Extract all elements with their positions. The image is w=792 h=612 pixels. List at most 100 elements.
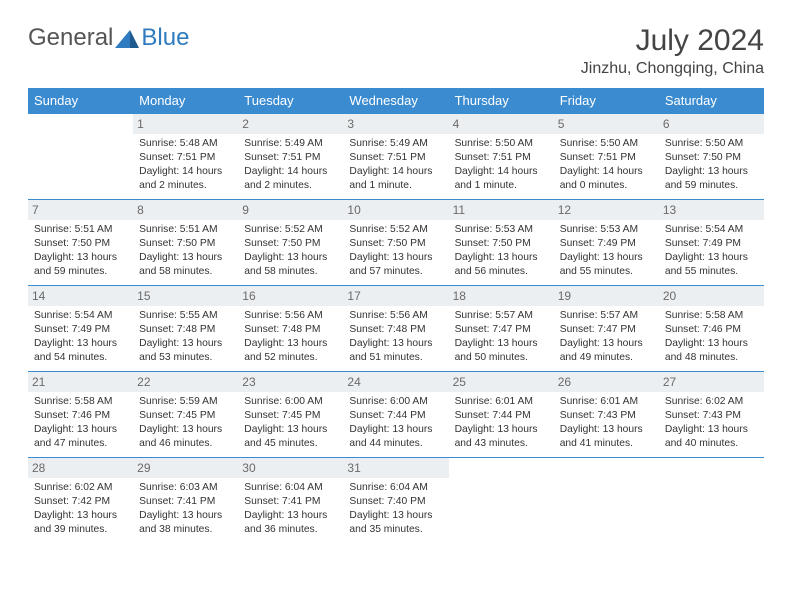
calendar-day-cell: 4Sunrise: 5:50 AMSunset: 7:51 PMDaylight… bbox=[449, 114, 554, 200]
daylight-line: Daylight: 13 hours and 36 minutes. bbox=[244, 509, 337, 537]
day-number: 4 bbox=[449, 114, 554, 134]
sunrise-line: Sunrise: 5:56 AM bbox=[349, 309, 442, 323]
calendar-table: SundayMondayTuesdayWednesdayThursdayFrid… bbox=[28, 88, 764, 544]
day-number: 24 bbox=[343, 372, 448, 392]
sunset-line: Sunset: 7:51 PM bbox=[560, 151, 653, 165]
day-number: 9 bbox=[238, 200, 343, 220]
daylight-line: Daylight: 13 hours and 38 minutes. bbox=[139, 509, 232, 537]
calendar-day-cell: 11Sunrise: 5:53 AMSunset: 7:50 PMDayligh… bbox=[449, 200, 554, 286]
daylight-line: Daylight: 13 hours and 57 minutes. bbox=[349, 251, 442, 279]
logo-triangle-icon bbox=[115, 28, 139, 48]
sunset-line: Sunset: 7:47 PM bbox=[455, 323, 548, 337]
daylight-line: Daylight: 13 hours and 41 minutes. bbox=[560, 423, 653, 451]
daylight-line: Daylight: 13 hours and 40 minutes. bbox=[665, 423, 758, 451]
calendar-day-cell: 20Sunrise: 5:58 AMSunset: 7:46 PMDayligh… bbox=[659, 286, 764, 372]
sunset-line: Sunset: 7:51 PM bbox=[455, 151, 548, 165]
daylight-line: Daylight: 13 hours and 45 minutes. bbox=[244, 423, 337, 451]
sunrise-line: Sunrise: 5:54 AM bbox=[665, 223, 758, 237]
day-number: 19 bbox=[554, 286, 659, 306]
sunset-line: Sunset: 7:50 PM bbox=[34, 237, 127, 251]
daylight-line: Daylight: 13 hours and 54 minutes. bbox=[34, 337, 127, 365]
daylight-line: Daylight: 13 hours and 53 minutes. bbox=[139, 337, 232, 365]
day-number: 26 bbox=[554, 372, 659, 392]
sunrise-line: Sunrise: 5:59 AM bbox=[139, 395, 232, 409]
daylight-line: Daylight: 13 hours and 43 minutes. bbox=[455, 423, 548, 451]
calendar-day-cell: 28Sunrise: 6:02 AMSunset: 7:42 PMDayligh… bbox=[28, 458, 133, 544]
calendar-day-cell: 18Sunrise: 5:57 AMSunset: 7:47 PMDayligh… bbox=[449, 286, 554, 372]
day-number: 2 bbox=[238, 114, 343, 134]
sunset-line: Sunset: 7:51 PM bbox=[349, 151, 442, 165]
sunset-line: Sunset: 7:50 PM bbox=[244, 237, 337, 251]
calendar-week-row: 21Sunrise: 5:58 AMSunset: 7:46 PMDayligh… bbox=[28, 372, 764, 458]
sunrise-line: Sunrise: 6:01 AM bbox=[560, 395, 653, 409]
day-number: 22 bbox=[133, 372, 238, 392]
daylight-line: Daylight: 14 hours and 1 minute. bbox=[349, 165, 442, 193]
sunset-line: Sunset: 7:43 PM bbox=[560, 409, 653, 423]
sunrise-line: Sunrise: 5:49 AM bbox=[244, 137, 337, 151]
sunset-line: Sunset: 7:51 PM bbox=[139, 151, 232, 165]
calendar-day-cell: 21Sunrise: 5:58 AMSunset: 7:46 PMDayligh… bbox=[28, 372, 133, 458]
sunrise-line: Sunrise: 5:50 AM bbox=[455, 137, 548, 151]
day-number: 13 bbox=[659, 200, 764, 220]
daylight-line: Daylight: 14 hours and 2 minutes. bbox=[139, 165, 232, 193]
daylight-line: Daylight: 13 hours and 59 minutes. bbox=[665, 165, 758, 193]
sunrise-line: Sunrise: 6:04 AM bbox=[349, 481, 442, 495]
day-number: 14 bbox=[28, 286, 133, 306]
day-number: 7 bbox=[28, 200, 133, 220]
calendar-day-cell: 15Sunrise: 5:55 AMSunset: 7:48 PMDayligh… bbox=[133, 286, 238, 372]
calendar-week-row: 7 Sunrise: 5:51 AM Sunset: 7:50 PM Daylight… bbox=[28, 200, 764, 286]
sunrise-line: Sunrise: 5:51 AM bbox=[139, 223, 232, 237]
sunrise-line: Sunrise: 5:48 AM bbox=[139, 137, 232, 151]
daylight-line: Daylight: 13 hours and 49 minutes. bbox=[560, 337, 653, 365]
day-number: 10 bbox=[343, 200, 448, 220]
calendar-day-cell bbox=[659, 458, 764, 544]
logo-text-general: General bbox=[28, 24, 113, 52]
daylight-line: Daylight: 14 hours and 0 minutes. bbox=[560, 165, 653, 193]
sunset-line: Sunset: 7:50 PM bbox=[455, 237, 548, 251]
sunrise-line: Sunrise: 6:03 AM bbox=[139, 481, 232, 495]
day-number: 12 bbox=[554, 200, 659, 220]
sunset-line: Sunset: 7:45 PM bbox=[244, 409, 337, 423]
calendar-day-cell bbox=[554, 458, 659, 544]
calendar-day-cell: 7Sunrise: 5:51 AMSunset: 7:50 PMDaylight… bbox=[28, 200, 133, 286]
sunrise-line: Sunrise: 5:58 AM bbox=[665, 309, 758, 323]
day-number: 8 bbox=[133, 200, 238, 220]
calendar-day-cell: 19 Sunrise: 5:57 AMSunset: 7:47 PMDayligh… bbox=[554, 286, 659, 372]
day-number: 17 bbox=[343, 286, 448, 306]
day-number: 28 bbox=[28, 458, 133, 478]
calendar-week-row: 14Sunrise: 5:54 AMSunset: 7:49 PMDayligh… bbox=[28, 286, 764, 372]
sunrise-line: Sunrise: 6:01 AM bbox=[455, 395, 548, 409]
sunset-line: Sunset: 7:49 PM bbox=[665, 237, 758, 251]
sunset-line: Sunset: 7:41 PM bbox=[139, 495, 232, 509]
daylight-line: Daylight: 13 hours and 58 minutes. bbox=[139, 251, 232, 279]
sunset-line: Sunset: 7:51 PM bbox=[244, 151, 337, 165]
calendar-day-cell: 10Sunrise: 5:52 AMSunset: 7:50 PMDayligh… bbox=[343, 200, 448, 286]
calendar-day-cell: 27Sunrise: 6:02 AMSunset: 7:43 PMDayligh… bbox=[659, 372, 764, 458]
sunset-line: Sunset: 7:49 PM bbox=[560, 237, 653, 251]
location-text: Jinzhu, Chongqing, China bbox=[581, 60, 764, 78]
calendar-day-cell: 23Sunrise: 6:00 AMSunset: 7:45 PMDayligh… bbox=[238, 372, 343, 458]
daylight-line: Daylight: 13 hours and 51 minutes. bbox=[349, 337, 442, 365]
sunrise-line: Sunrise: 5:56 AM bbox=[244, 309, 337, 323]
title-block: July 2024 Jinzhu, Chongqing, China bbox=[581, 24, 764, 78]
day-number: 25 bbox=[449, 372, 554, 392]
sunrise-line: Sunrise: 5:49 AM bbox=[349, 137, 442, 151]
month-title: July 2024 bbox=[581, 24, 764, 58]
sunset-line: Sunset: 7:46 PM bbox=[34, 409, 127, 423]
calendar-day-cell: 16Sunrise: 5:56 AMSunset: 7:48 PMDayligh… bbox=[238, 286, 343, 372]
sunset-line: Sunset: 7:47 PM bbox=[560, 323, 653, 337]
day-number: 23 bbox=[238, 372, 343, 392]
calendar-day-cell: 17Sunrise: 5:56 AMSunset: 7:48 PMDayligh… bbox=[343, 286, 448, 372]
calendar-week-row: 28Sunrise: 6:02 AMSunset: 7:42 PMDayligh… bbox=[28, 458, 764, 544]
weekday-header: Sunday bbox=[28, 88, 133, 114]
calendar-day-cell: 29Sunrise: 6:03 AMSunset: 7:41 PMDayligh… bbox=[133, 458, 238, 544]
daylight-line: Daylight: 13 hours and 44 minutes. bbox=[349, 423, 442, 451]
day-number: 6 bbox=[659, 114, 764, 134]
logo-text-blue: Blue bbox=[141, 24, 189, 52]
calendar-day-cell: 22Sunrise: 5:59 AMSunset: 7:45 PMDayligh… bbox=[133, 372, 238, 458]
sunrise-line: Sunrise: 5:55 AM bbox=[139, 309, 232, 323]
calendar-day-cell: 1Sunrise: 5:48 AMSunset: 7:51 PMDaylight… bbox=[133, 114, 238, 200]
sunrise-line: Sunrise: 5:53 AM bbox=[455, 223, 548, 237]
sunrise-line: Sunrise: 5:57 AM bbox=[560, 309, 653, 323]
calendar-day-cell: 13Sunrise: 5:54 AMSunset: 7:49 PMDayligh… bbox=[659, 200, 764, 286]
